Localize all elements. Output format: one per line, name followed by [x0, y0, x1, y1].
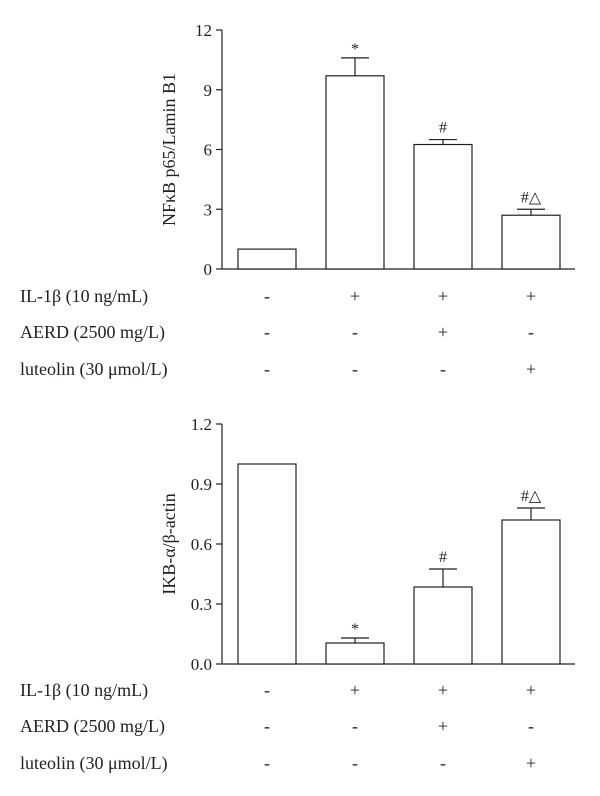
y-tick-label: 0.0: [191, 655, 212, 674]
condition-label: IL-1β (10 ng/mL): [20, 680, 148, 701]
condition-value: -: [264, 286, 270, 306]
y-axis-label: NFκB p65/Lamin B1: [159, 73, 179, 226]
condition-value: -: [352, 753, 358, 773]
significance-mark: #△: [521, 488, 542, 505]
condition-value: -: [440, 753, 446, 773]
chart-panel-2: 0.0 0.3 0.6 0.9 1.2 IKB-α/β-actin * # #△ IL-1β (1…: [20, 415, 575, 774]
condition-value: -: [352, 322, 358, 342]
y-tick-label: 0.6: [191, 535, 212, 554]
condition-label: luteolin (30 μmol/L): [20, 753, 168, 774]
condition-value: -: [528, 322, 534, 342]
y-tick-label: 1.2: [191, 415, 212, 434]
condition-label: AERD (2500 mg/L): [20, 322, 165, 343]
condition-value: -: [528, 716, 534, 736]
y-tick-label: 0.9: [191, 475, 212, 494]
condition-label: IL-1β (10 ng/mL): [20, 286, 148, 307]
significance-mark: #: [439, 120, 447, 137]
significance-mark: *: [351, 41, 359, 58]
condition-value: -: [264, 322, 270, 342]
bar: [413, 586, 473, 665]
condition-value: -: [352, 716, 358, 736]
bar: [501, 519, 561, 665]
condition-value: +: [350, 680, 360, 700]
condition-value: +: [438, 322, 448, 342]
condition-value: +: [526, 286, 536, 306]
bar: [237, 248, 297, 270]
condition-value: +: [438, 286, 448, 306]
y-tick-label: 6: [204, 141, 213, 160]
condition-value: -: [264, 716, 270, 736]
condition-value: -: [264, 680, 270, 700]
y-axis-label: IKB-α/β-actin: [159, 493, 179, 595]
condition-value: -: [264, 359, 270, 379]
condition-value: +: [526, 753, 536, 773]
y-tick-label: 0: [204, 260, 213, 279]
condition-value: -: [440, 359, 446, 379]
condition-label: AERD (2500 mg/L): [20, 716, 165, 737]
y-tick-label: 9: [204, 81, 213, 100]
bar: [325, 75, 385, 270]
bar: [413, 143, 473, 270]
condition-value: -: [352, 359, 358, 379]
condition-value: +: [526, 359, 536, 379]
y-tick-label: 0.3: [191, 595, 212, 614]
y-tick-label: 3: [204, 200, 213, 219]
condition-value: +: [438, 716, 448, 736]
significance-mark: *: [351, 621, 359, 638]
bar: [237, 463, 297, 665]
condition-label: luteolin (30 μmol/L): [20, 359, 168, 380]
condition-value: -: [264, 753, 270, 773]
condition-value: +: [438, 680, 448, 700]
significance-mark: #: [439, 549, 447, 566]
y-tick-label: 12: [195, 21, 212, 40]
condition-value: +: [350, 286, 360, 306]
bar: [325, 642, 385, 665]
condition-value: +: [526, 680, 536, 700]
bar: [501, 214, 561, 270]
chart-panel-1: 0 3 6 9 12 NFκB p65/Lamin B1 * # #△ IL-1β (10 ng/…: [20, 21, 575, 380]
significance-mark: #△: [521, 189, 542, 206]
